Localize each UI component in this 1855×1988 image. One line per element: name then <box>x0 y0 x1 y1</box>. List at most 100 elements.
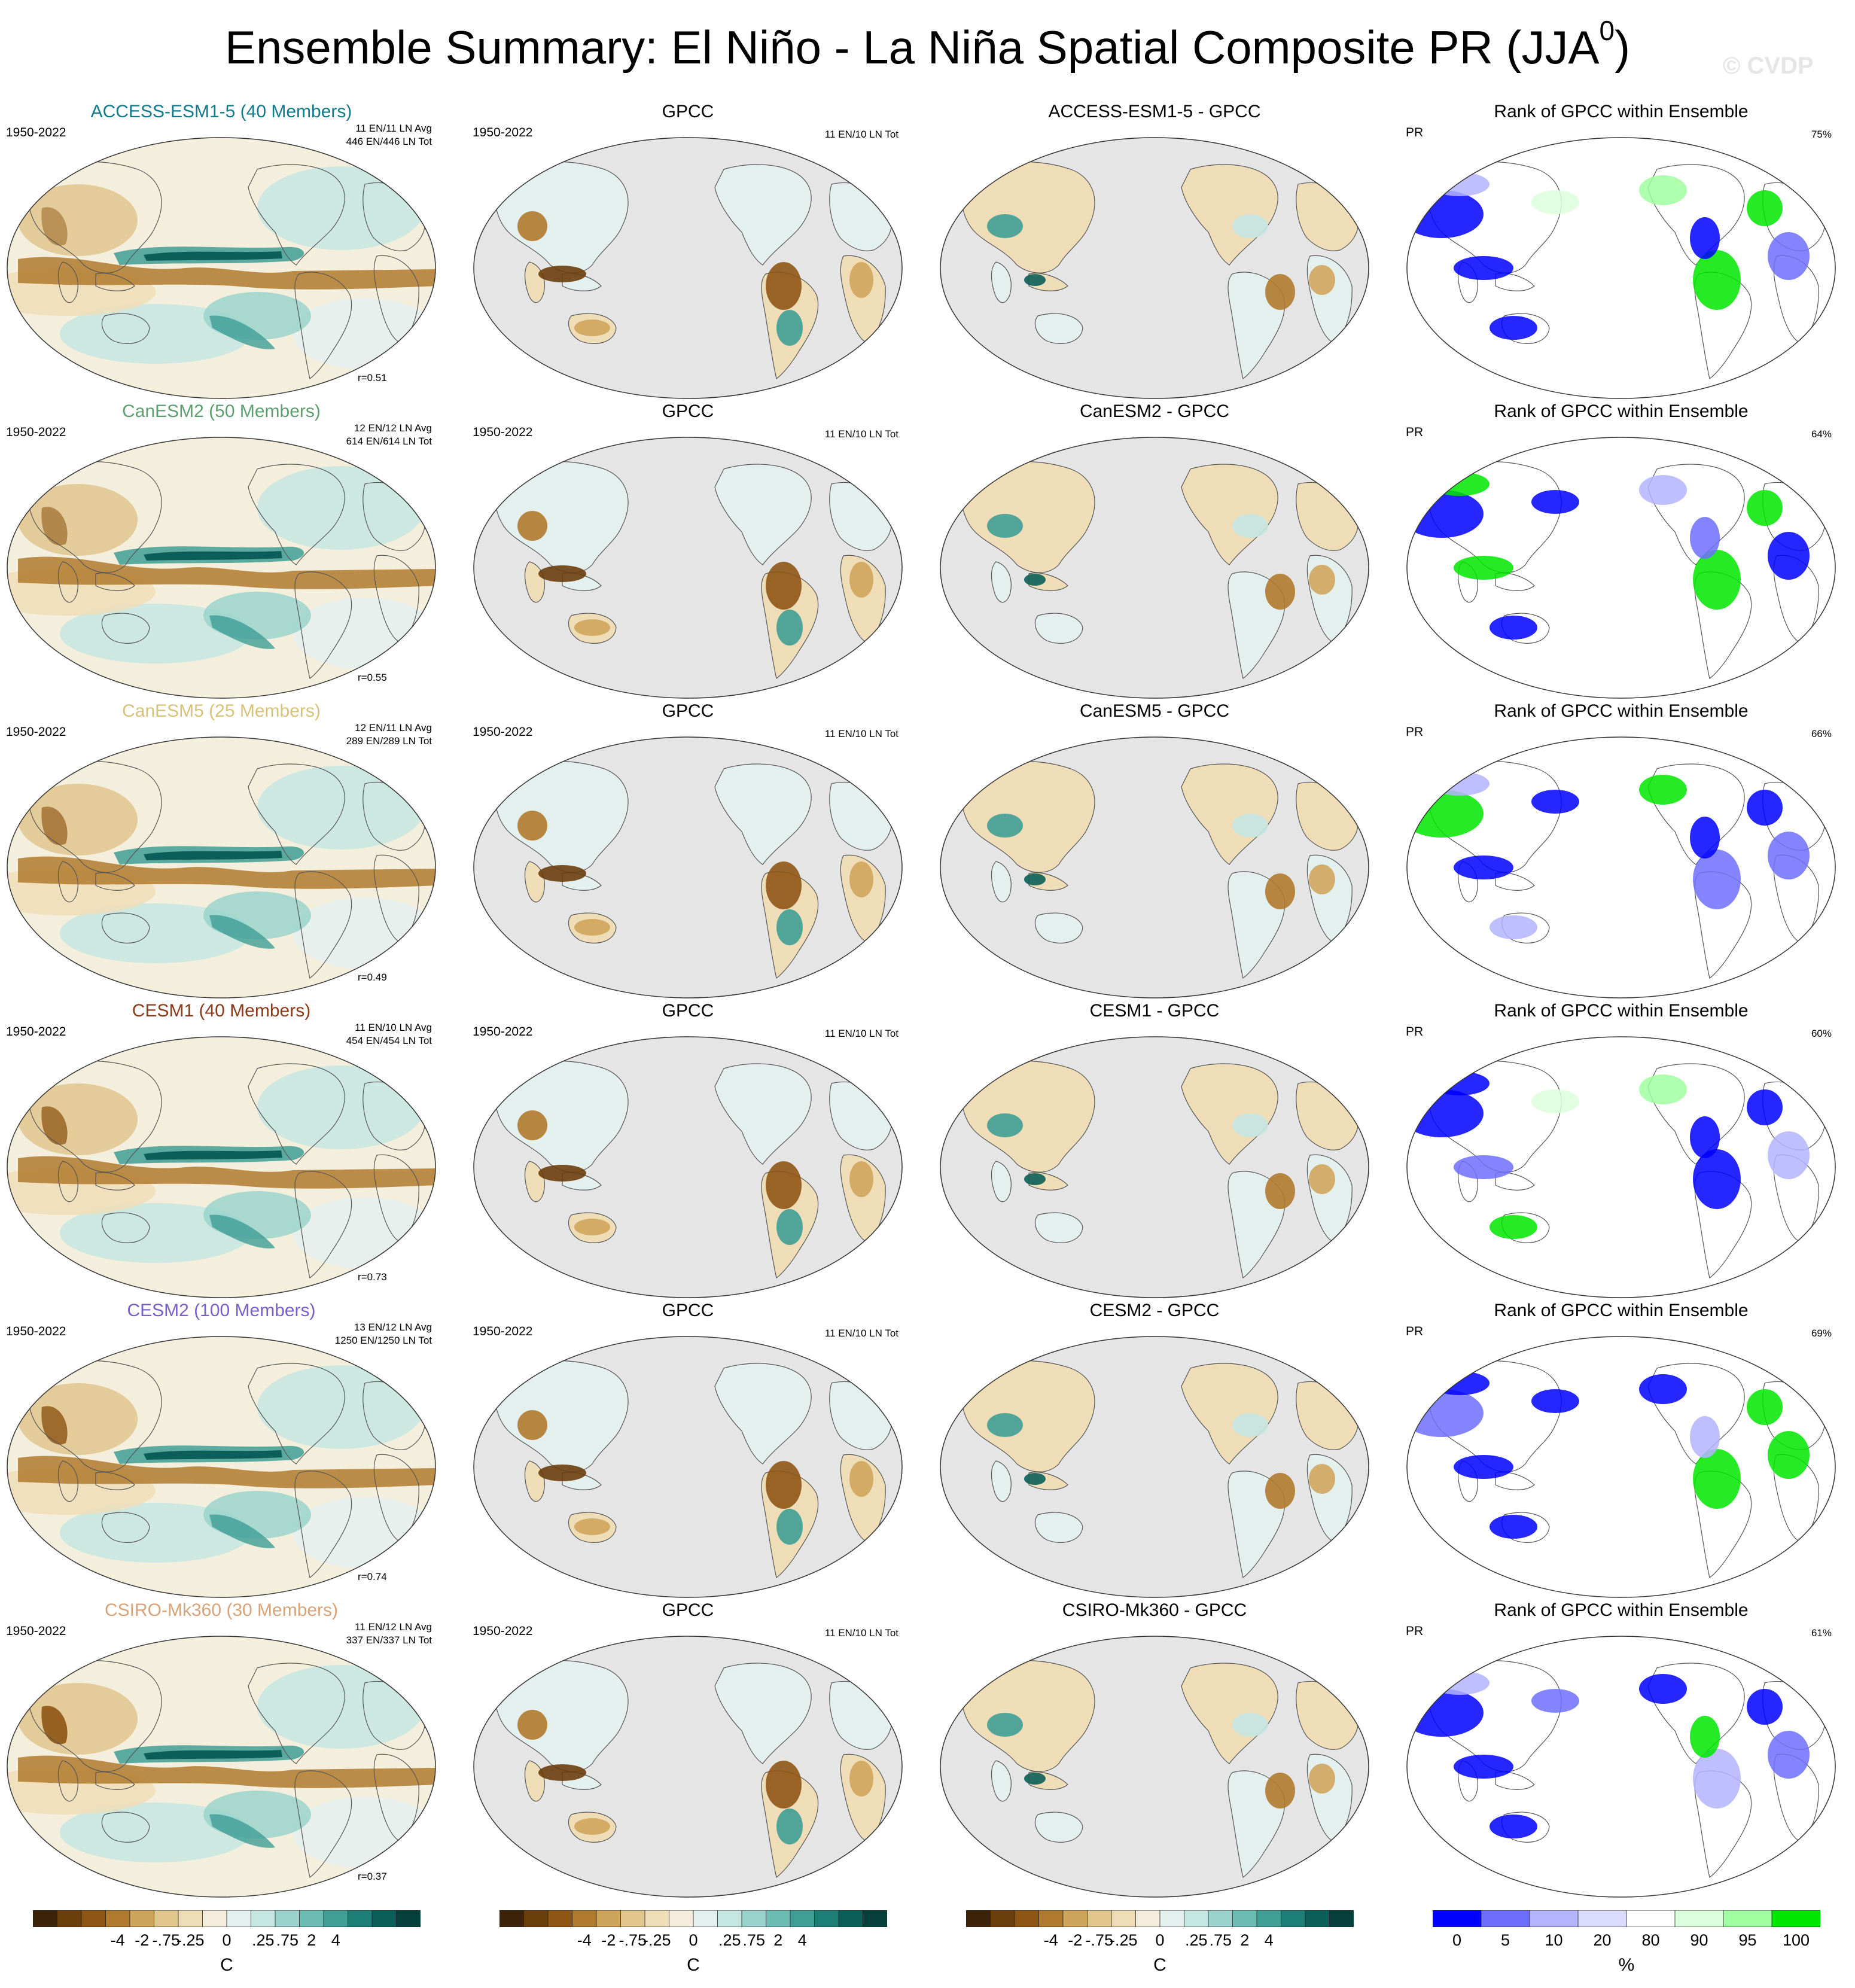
colorbar-tick-label: .25 <box>1184 1931 1208 1949</box>
colorbar-tick-label: 20 <box>1593 1931 1612 1949</box>
colorbar-swatch <box>741 1910 767 1927</box>
colorbar-tick-label: 4 <box>1264 1931 1274 1949</box>
pattern-correlation: r=0.37 <box>358 1871 387 1882</box>
panel-observed-composite: GPCC 1950-2022 11 EN/10 LN Tot <box>467 1301 909 1600</box>
colorbar-unit: C <box>220 1955 233 1975</box>
event-counts-tot: 446 EN/446 LN Tot <box>346 136 432 147</box>
colorbar-tick-label: 10 <box>1545 1931 1563 1949</box>
colorbar-swatch <box>1329 1910 1354 1927</box>
colorbar-tick-label: -2 <box>601 1931 616 1949</box>
colorbar-swatch <box>33 1910 58 1927</box>
colorbar-tick-label: 4 <box>797 1931 807 1949</box>
rank-map <box>1406 437 1836 699</box>
colorbar-unit: % <box>1618 1955 1635 1975</box>
diff-title: CESM1 - GPCC <box>1089 1001 1220 1021</box>
diff-map <box>940 736 1369 998</box>
panel-observed-composite: GPCC 1950-2022 11 EN/10 LN Tot <box>467 401 909 701</box>
colorbar-colorbar_pr <box>966 1910 1354 1927</box>
model-map <box>7 1036 436 1298</box>
diff-map <box>940 1336 1369 1598</box>
colorbar-swatch <box>814 1910 839 1927</box>
colorbar-tick-label: -2 <box>135 1931 150 1949</box>
panel-observed-composite: GPCC 1950-2022 11 EN/10 LN Tot <box>467 1001 909 1300</box>
event-counts: 13 EN/12 LN Avg 1250 EN/1250 LN Tot <box>335 1321 432 1347</box>
colorbar-swatch <box>226 1910 252 1927</box>
colorbar-swatch <box>717 1910 742 1927</box>
obs-map <box>473 1336 903 1598</box>
event-counts-tot: 1250 EN/1250 LN Tot <box>334 1335 432 1346</box>
obs-map <box>473 437 903 699</box>
rank-title: Rank of GPCC within Ensemble <box>1494 102 1749 121</box>
colorbar-tick-label: 2 <box>307 1931 316 1949</box>
model-map <box>7 1336 436 1598</box>
diff-title: ACCESS-ESM1-5 - GPCC <box>1048 102 1261 121</box>
period-label: 1950-2022 <box>6 1025 66 1039</box>
colorbar-swatch <box>1159 1910 1185 1927</box>
diff-map <box>940 1036 1369 1298</box>
watermark: © CVDP <box>1723 53 1814 79</box>
colorbar-tick-label: -4 <box>1043 1931 1058 1949</box>
colorbar-swatch <box>596 1910 622 1927</box>
colorbar-swatch <box>644 1910 670 1927</box>
diff-map <box>940 1636 1369 1898</box>
panel-observed-composite: GPCC 1950-2022 11 EN/10 LN Tot <box>467 701 909 1000</box>
rank-percent: 66% <box>1811 728 1832 739</box>
obs-map <box>473 1636 903 1898</box>
rank-variable: PR <box>1406 725 1424 739</box>
obs-period-label: 1950-2022 <box>473 126 533 139</box>
colorbar-swatch <box>499 1910 525 1927</box>
colorbar-tick-label: 5 <box>1500 1931 1510 1949</box>
colorbar-swatch <box>1305 1910 1330 1927</box>
obs-period-label: 1950-2022 <box>473 1325 533 1338</box>
colorbar-swatch <box>1135 1910 1160 1927</box>
obs-title: GPCC <box>662 401 714 421</box>
obs-period-label: 1950-2022 <box>473 1624 533 1638</box>
panel-model-composite: CanESM5 (25 Members) 1950-2022 12 EN/11 LN… <box>0 701 443 1000</box>
obs-event-counts: 11 EN/10 LN Tot <box>824 1627 898 1639</box>
colorbar-swatch <box>202 1910 227 1927</box>
obs-title: GPCC <box>662 1001 714 1021</box>
diff-map <box>940 437 1369 699</box>
colorbar-swatch <box>251 1910 276 1927</box>
colorbar-swatch <box>154 1910 179 1927</box>
colorbar-swatch <box>1771 1910 1820 1927</box>
obs-event-counts: 11 EN/10 LN Tot <box>824 428 898 440</box>
colorbar-swatch <box>1626 1910 1676 1927</box>
colorbar-swatch <box>990 1910 1015 1927</box>
colorbar-tick-label: .25 <box>718 1931 741 1949</box>
colorbar-tick-label: -.25 <box>642 1931 671 1949</box>
colorbar-swatch <box>1577 1910 1627 1927</box>
rank-map <box>1406 1636 1836 1898</box>
panel-rank: Rank of GPCC within Ensemble PR 66% <box>1400 701 1842 1000</box>
colorbar-swatch <box>57 1910 82 1927</box>
colorbar-swatch <box>129 1910 155 1927</box>
event-counts-avg: 13 EN/12 LN Avg <box>354 1322 432 1333</box>
obs-title: GPCC <box>662 1600 714 1620</box>
panel-observed-composite: GPCC 1950-2022 11 EN/10 LN Tot <box>467 1600 909 1899</box>
colorbar-unit: C <box>1153 1955 1166 1975</box>
colorbar-tick-label: 100 <box>1782 1931 1810 1949</box>
colorbar-tick-label: .75 <box>742 1931 766 1949</box>
colorbar-swatch <box>966 1910 991 1927</box>
pattern-correlation: r=0.74 <box>358 1571 387 1582</box>
panel-difference: CSIRO-Mk360 - GPCC <box>933 1600 1376 1899</box>
panel-rank: Rank of GPCC within Ensemble PR 60% <box>1400 1001 1842 1300</box>
event-counts: 12 EN/12 LN Avg 614 EN/614 LN Tot <box>346 422 432 448</box>
diff-title: CanESM5 - GPCC <box>1079 701 1230 721</box>
pattern-correlation: r=0.73 <box>358 1271 387 1283</box>
panel-model-composite: CanESM2 (50 Members) 1950-2022 12 EN/12 LN… <box>0 401 443 701</box>
obs-event-counts: 11 EN/10 LN Tot <box>824 728 898 739</box>
model-title: CESM2 (100 Members) <box>127 1301 316 1320</box>
pattern-correlation: r=0.55 <box>358 672 387 683</box>
rank-variable: PR <box>1406 425 1424 439</box>
event-counts-tot: 614 EN/614 LN Tot <box>346 436 432 447</box>
colorbar-swatch <box>790 1910 815 1927</box>
colorbar-tick-label: 95 <box>1738 1931 1757 1949</box>
obs-title: GPCC <box>662 1301 714 1320</box>
colorbar-colorbar_rank <box>1433 1910 1820 1927</box>
event-counts-avg: 12 EN/12 LN Avg <box>354 422 432 434</box>
period-label: 1950-2022 <box>6 725 66 739</box>
obs-title: GPCC <box>662 102 714 121</box>
rank-percent: 61% <box>1811 1627 1832 1639</box>
event-counts-avg: 11 EN/10 LN Avg <box>355 1022 432 1033</box>
